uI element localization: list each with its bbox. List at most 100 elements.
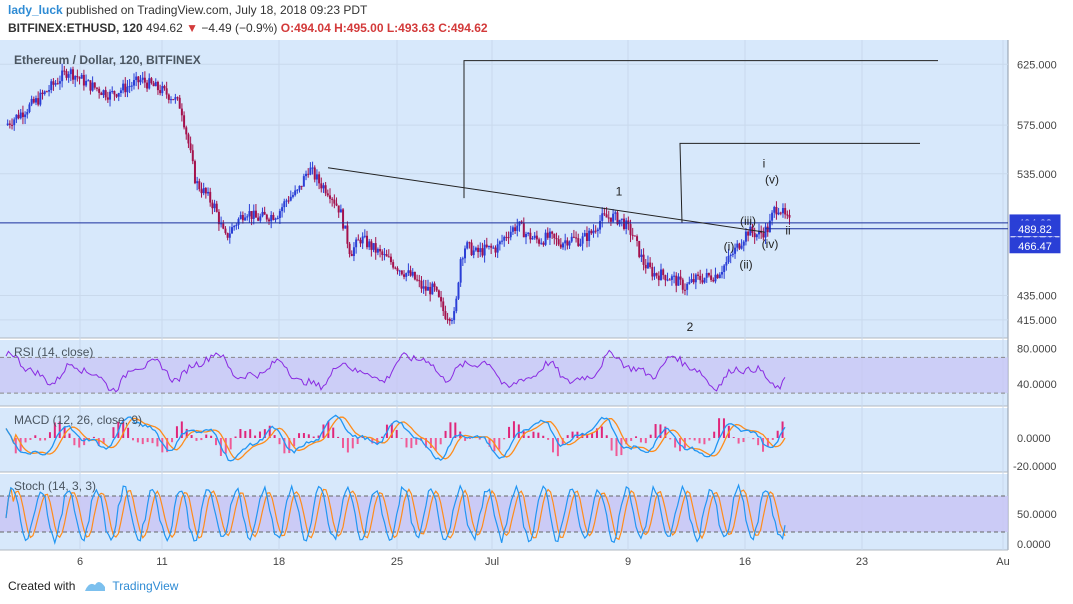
x-tick-label: 11: [156, 556, 167, 568]
tradingview-link[interactable]: TradingView: [112, 579, 179, 593]
candle-body: [433, 283, 436, 287]
candle-body: [233, 225, 236, 228]
candle-body: [54, 83, 57, 85]
candle-body: [450, 320, 453, 322]
candle-body: [413, 271, 416, 280]
candle-body: [612, 213, 615, 222]
candle-body: [662, 269, 665, 276]
candle-body: [139, 79, 142, 83]
candle-body: [220, 223, 223, 225]
price-chart[interactable]: 6 11 18 25 Jul 9 16 23 Au 625.000 575.000 535.000 43…: [0, 40, 1073, 577]
candle-body: [758, 230, 761, 235]
candle-body: [154, 82, 157, 87]
rsi-line: [5, 349, 786, 393]
candle-body: [651, 266, 654, 277]
price-label: 466.47: [1018, 241, 1052, 253]
candle-body: [272, 214, 275, 220]
candle-body: [191, 150, 194, 162]
wave-label: ii: [785, 224, 790, 238]
candle-body: [69, 69, 72, 75]
candle-body: [744, 231, 747, 242]
candle-body: [472, 250, 475, 256]
candle-body: [148, 78, 151, 89]
candle-body: [579, 243, 582, 246]
candle-body: [638, 240, 641, 257]
price-label-box: [1009, 220, 1061, 237]
candle-body: [551, 231, 554, 234]
candle-body: [270, 214, 273, 222]
candle-body: [442, 301, 445, 312]
candle-body: [660, 269, 663, 281]
candle-body: [779, 212, 782, 214]
candle-body: [222, 223, 225, 229]
candle-body: [555, 237, 558, 240]
candle-body: [673, 275, 676, 277]
author-name[interactable]: lady_luck: [8, 3, 63, 17]
candle-body: [464, 248, 467, 259]
candle-body: [37, 98, 40, 105]
x-tick-label: 9: [625, 556, 631, 568]
candle-body: [670, 276, 673, 280]
candle-body: [30, 98, 33, 105]
candle-body: [518, 221, 521, 226]
y-tick-label: 575.000: [1017, 120, 1057, 132]
candle-body: [424, 286, 427, 291]
candle-body: [328, 195, 331, 199]
candle-body: [396, 268, 399, 271]
candle-body: [302, 176, 305, 187]
candle-body: [180, 108, 183, 116]
candle-body: [65, 71, 68, 78]
candle-body: [342, 209, 345, 229]
candle-body: [67, 74, 70, 78]
candle-body: [697, 274, 700, 276]
candle-body: [176, 97, 179, 99]
candle-body: [357, 239, 360, 241]
candle-body: [466, 242, 469, 249]
candle-body: [350, 253, 353, 257]
candle-body: [431, 283, 434, 295]
candle-body: [361, 236, 364, 244]
candle-body: [111, 91, 114, 93]
candle-body: [202, 188, 205, 194]
candle-body: [487, 245, 490, 248]
candle-body: [215, 203, 218, 212]
candle-body: [729, 254, 732, 256]
price-label: 489.82: [1018, 224, 1052, 236]
candle-body: [226, 232, 229, 238]
candle-body: [707, 273, 710, 276]
candle-body: [124, 83, 127, 93]
x-tick-label: Au: [996, 556, 1009, 568]
candle-body: [48, 90, 51, 92]
candle-body: [230, 227, 233, 234]
candle-body: [429, 286, 432, 295]
candle-body: [291, 195, 294, 197]
candle-body: [690, 279, 693, 282]
candle-body: [564, 240, 567, 244]
candle-body: [703, 277, 706, 283]
candle-body: [435, 286, 438, 291]
candle-body: [381, 251, 384, 255]
candle-body: [520, 221, 523, 224]
candle-body: [483, 244, 486, 256]
stoch-tick-label: 0.0000: [1017, 539, 1051, 551]
x-tick-label: 25: [391, 556, 403, 568]
candle-body: [596, 229, 599, 232]
candle-body: [668, 279, 671, 281]
candle-body: [78, 77, 81, 79]
candle-body: [394, 267, 397, 269]
candle-body: [657, 275, 660, 281]
tradingview-logo-icon[interactable]: [83, 579, 107, 593]
macd-line: [5, 414, 786, 462]
candle-body: [716, 274, 719, 279]
candle-body: [283, 201, 286, 208]
candle-body: [490, 245, 493, 248]
candle-body: [368, 241, 371, 248]
open-value: O:494.04: [280, 21, 331, 35]
candle-body: [374, 243, 377, 253]
candle-body: [459, 259, 462, 283]
candle-body: [387, 256, 390, 258]
candle-body: [8, 123, 11, 125]
candle-body: [568, 241, 571, 246]
candle-body: [398, 270, 401, 272]
candle-body: [95, 87, 98, 89]
